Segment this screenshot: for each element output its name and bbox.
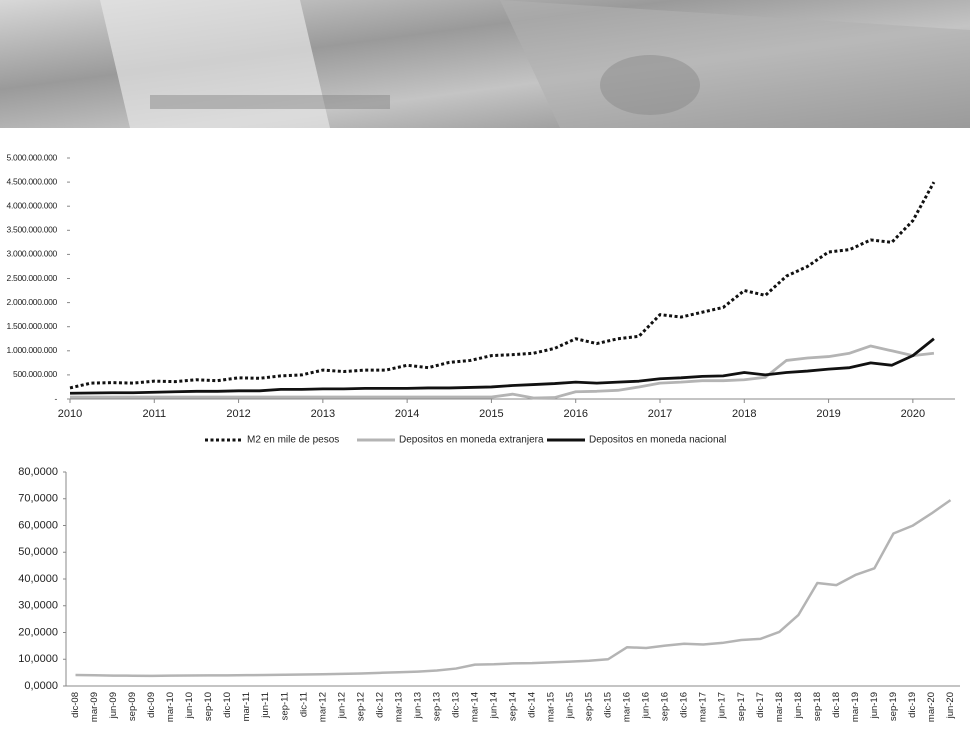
series-line <box>75 499 952 678</box>
y-tick-label: 3.500.000.000 <box>7 225 58 235</box>
x-tick-label: sep-18 <box>812 692 823 721</box>
x-tick-label: mar-11 <box>241 692 252 721</box>
x-tick-label: mar-13 <box>393 692 404 722</box>
x-tick-label: mar-15 <box>546 692 557 722</box>
x-tick-label: dic-12 <box>374 692 385 718</box>
x-tick-label: 2012 <box>226 408 250 420</box>
series-line <box>70 344 935 400</box>
x-tick-label: sep-11 <box>279 692 290 720</box>
y-tick-label: 4.000.000.000 <box>7 200 58 210</box>
x-tick-label: jun-19 <box>869 692 880 719</box>
x-tick-label: jun-12 <box>336 692 347 719</box>
x-tick-label: jun-10 <box>184 692 195 719</box>
x-tick-label: jun-18 <box>793 692 804 719</box>
series-line <box>69 181 936 390</box>
x-tick-label: 2018 <box>732 408 756 420</box>
x-tick-label: jun-14 <box>488 692 499 719</box>
x-tick-label: jun-16 <box>641 692 652 719</box>
x-tick-label: dic-19 <box>907 692 918 718</box>
y-tick-label: 50,0000 <box>18 546 58 558</box>
x-tick-label: sep-10 <box>203 692 214 721</box>
x-tick-label: 2020 <box>901 408 925 420</box>
x-tick-label: 2013 <box>311 408 335 420</box>
x-tick-label: jun-13 <box>412 692 423 719</box>
x-tick-label: dic-13 <box>450 692 461 718</box>
y-tick-label: 2.500.000.000 <box>7 273 58 283</box>
x-tick-label: sep-13 <box>431 692 442 721</box>
x-tick-label: jun-15 <box>565 692 576 719</box>
y-tick-label: 80,0000 <box>18 466 58 478</box>
chart-exchange-rate: 0,0000 10,0000 20,0000 30,0000 40,0000 50,000… <box>18 466 960 722</box>
x-tick-label: dic-09 <box>146 692 157 718</box>
x-tick-label: jun-09 <box>108 692 119 719</box>
x-tick-label: jun-20 <box>945 692 956 719</box>
y-tick-label: 2.000.000.000 <box>7 297 58 307</box>
x-tick-label: mar-12 <box>317 692 328 722</box>
x-tick-label: 2015 <box>479 408 503 420</box>
y-tick-label: 1.500.000.000 <box>7 321 58 331</box>
x-tick-label: dic-16 <box>679 692 690 718</box>
x-tick-label: dic-14 <box>527 692 538 718</box>
x-tick-label: 2010 <box>58 408 82 420</box>
chart-aggregates: - 500.000.000 1.000.000.000 1.500.000.000 2.… <box>7 152 955 446</box>
x-tick-label: dic-18 <box>831 692 842 718</box>
y-tick-label: 500.000.000 <box>13 369 58 379</box>
x-tick-label: mar-16 <box>622 692 633 722</box>
y-tick-label: 10,0000 <box>18 653 58 665</box>
y-tick-label: 30,0000 <box>18 600 58 612</box>
y-tick-label: 3.000.000.000 <box>7 249 58 259</box>
x-tick-label: mar-19 <box>850 692 861 722</box>
x-tick-label: 2016 <box>563 408 587 420</box>
y-tick-label: 40,0000 <box>18 573 58 585</box>
x-tick-label: mar-14 <box>469 692 480 722</box>
y-tick-label: 5.000.000.000 <box>7 152 58 162</box>
x-tick-label: sep-12 <box>355 692 366 721</box>
y-tick-label: 70,0000 <box>18 493 58 505</box>
x-tick-label: jun-17 <box>717 692 728 719</box>
banner-photo <box>0 0 970 128</box>
x-tick-label: sep-09 <box>127 692 138 721</box>
x-tick-label: sep-16 <box>660 692 671 721</box>
x-tick-label: dic-15 <box>603 692 614 718</box>
x-tick-label: dic-08 <box>70 692 81 718</box>
legend-label: Depositos en moneda extranjera <box>399 435 544 446</box>
x-tick-label: sep-17 <box>736 692 747 721</box>
y-tick-label: 60,0000 <box>18 519 58 531</box>
x-tick-label: sep-15 <box>584 692 595 721</box>
x-tick-label: dic-10 <box>222 692 233 718</box>
legend-label: M2 en mile de pesos <box>247 435 339 446</box>
legend-label: Depositos en moneda nacional <box>589 435 726 446</box>
y-tick-label: 20,0000 <box>18 626 58 638</box>
x-tick-label: 2011 <box>142 408 166 420</box>
y-tick-label: - <box>54 393 57 403</box>
series-line <box>69 337 935 395</box>
y-tick-label: 0,0000 <box>24 680 58 692</box>
x-tick-label: 2014 <box>395 408 419 420</box>
x-tick-label: sep-19 <box>888 692 899 721</box>
x-tick-label: mar-18 <box>774 692 785 722</box>
x-tick-label: dic-17 <box>755 692 766 718</box>
x-tick-label: jun-11 <box>260 692 271 719</box>
x-tick-label: mar-10 <box>165 692 176 722</box>
x-tick-label: 2019 <box>816 408 840 420</box>
y-tick-label: 4.500.000.000 <box>7 176 58 186</box>
x-tick-label: sep-14 <box>508 692 519 721</box>
x-tick-label: mar-20 <box>926 692 937 722</box>
x-tick-label: dic-11 <box>298 692 309 717</box>
y-tick-label: 1.000.000.000 <box>7 345 58 355</box>
x-tick-label: mar-09 <box>89 692 100 722</box>
x-tick-label: mar-17 <box>698 692 709 722</box>
x-tick-label: 2017 <box>648 408 672 420</box>
